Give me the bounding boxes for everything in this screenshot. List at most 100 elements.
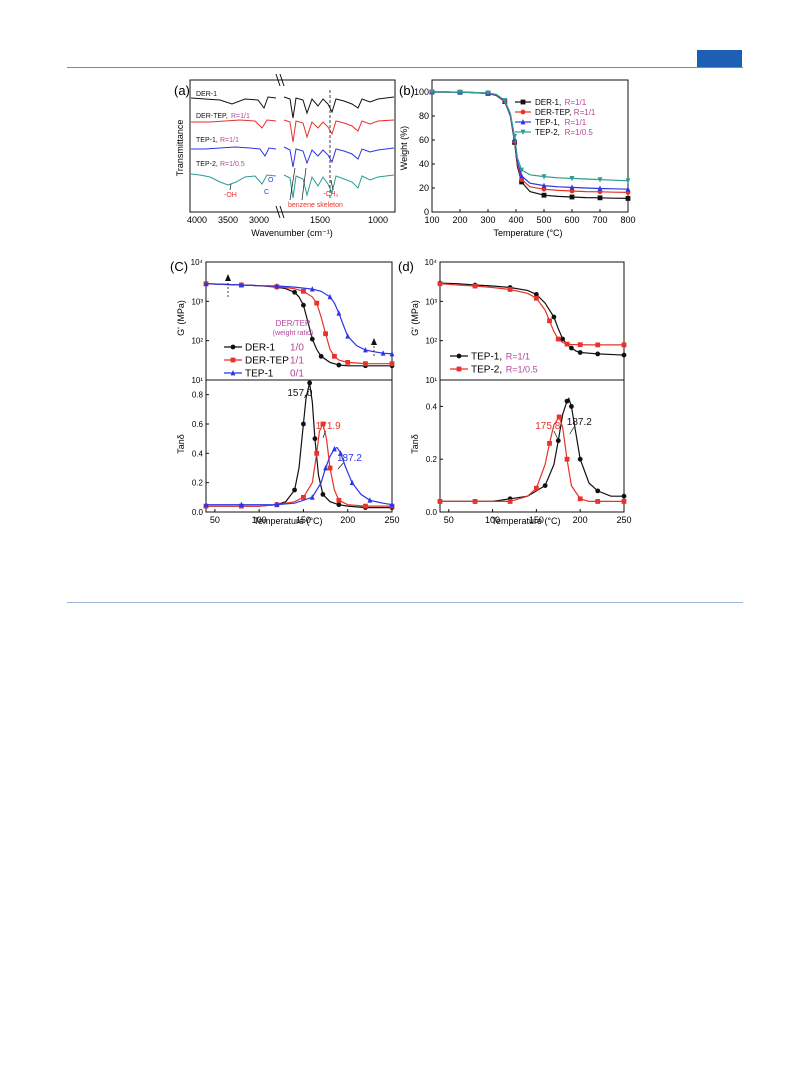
panel-b-chart: 100 200 300 400 500 600 700 800 0 20 40 60 80 100 DER-…: [414, 79, 636, 225]
data-point-tep-2: [507, 499, 513, 504]
panel-d-label: (d): [398, 259, 414, 274]
data-point-tep-1: [309, 286, 315, 292]
data-point-tep-2: [541, 174, 547, 180]
figure: (a) Transmittance 4000 3500 3000 1500 10…: [170, 73, 636, 526]
x-tick-label: 150: [296, 515, 311, 525]
y-tick-label: 10⁴: [191, 258, 204, 267]
legend-label: TEP-1: [245, 369, 274, 380]
data-point-tep-1: [621, 352, 627, 358]
x-tick-label: 50: [210, 515, 220, 525]
plot-frame: [205, 261, 393, 513]
panel-b-xlabel: Temperature (°C): [493, 228, 562, 238]
legend-label: TEP-1,: [471, 352, 502, 363]
data-point-der-tep: [314, 450, 320, 456]
data-point-der-tep: [345, 360, 351, 365]
y-tick-label: 40: [419, 159, 429, 169]
data-point-der-1: [292, 289, 297, 295]
data-point-tep-2: [485, 90, 491, 96]
data-point-tep-2: [519, 167, 524, 173]
data-point-tep-1: [389, 501, 395, 508]
data-point-tep-1: [555, 438, 561, 444]
data-point-der-tep: [301, 494, 306, 500]
data-point-tep-2: [547, 318, 552, 324]
panel-c-label: (C): [170, 259, 188, 274]
peak-label: 157.0: [287, 388, 312, 399]
y-tick-label: 0.0: [192, 508, 204, 517]
legend-ratio: R=1/1: [574, 108, 596, 117]
data-point-tep-2: [533, 485, 539, 491]
y-tick-label: 0.8: [192, 391, 204, 400]
annotation-benzene: benzene skeleton: [288, 202, 343, 209]
ftir-trace-der-tep: [191, 119, 395, 143]
data-point-tep-1: [621, 493, 627, 499]
plot-frame: [431, 79, 629, 213]
x-tick-label: 300: [480, 215, 495, 225]
panel-d-xlabel: Temperature (°C): [491, 516, 560, 526]
legend-subtitle: (weight ratio): [273, 330, 313, 337]
data-point-tep-1: [336, 310, 342, 316]
data-point-der-1: [336, 502, 342, 508]
data-point-tep-2: [595, 342, 601, 348]
legend-marker: [456, 366, 462, 372]
svg-text:C: C: [264, 189, 269, 196]
x-tick-label: 500: [536, 215, 551, 225]
annotation-arrows: [229, 167, 334, 201]
data-point-tep-1: [577, 456, 583, 462]
header-tab: [697, 50, 742, 67]
x-tick-label: 100: [485, 515, 500, 525]
y-tick-label: 10²: [191, 337, 203, 346]
peak-leader: [337, 462, 344, 470]
data-point-tep-2: [621, 342, 627, 348]
y-tick-label: 10¹: [191, 376, 203, 385]
peak-label: 175.8: [535, 421, 560, 432]
legend-marker: [456, 353, 462, 359]
data-point-tep-1: [309, 494, 315, 500]
legend-label: DER-1,: [535, 98, 561, 107]
x-tick-label: 250: [384, 515, 399, 525]
data-point-der-1: [292, 487, 297, 493]
data-point-tep-1: [569, 404, 574, 409]
data-point-der-1: [569, 194, 575, 200]
peak-leader: [322, 430, 326, 439]
data-point-der-tep: [323, 331, 328, 337]
x-tick-label: 100: [424, 215, 439, 225]
data-point-tep-1: [380, 350, 386, 356]
data-point-tep-2: [429, 89, 435, 95]
annotation-oh: -OH: [224, 192, 237, 199]
ftir-trace-tep-1: [191, 146, 395, 168]
data-point-tep-1: [597, 185, 603, 191]
plot-frame: [439, 261, 625, 513]
peak-leader: [569, 426, 575, 435]
data-point-der-tep: [327, 465, 333, 471]
data-point-der-1: [301, 421, 306, 427]
x-tick-label: 600: [564, 215, 579, 225]
x-tick-label: 700: [592, 215, 607, 225]
series-line-der-1: [206, 382, 392, 509]
data-point-tep-2: [595, 499, 601, 504]
series-line-tep-2: [440, 415, 624, 502]
data-point-tep-1: [625, 186, 631, 192]
legend-label: DER-TEP: [245, 356, 289, 367]
data-point-der-1: [541, 192, 547, 198]
legend-title: DER/TEP: [276, 319, 311, 328]
legend-marker: [230, 370, 236, 376]
panel-c-ylabel-tan: Tanδ: [176, 434, 186, 454]
panel-c-chart: 10¹ 10² 10³ 10⁴ 0.0 0.2 0.4 0.6 0.8 50 100 150 200 25…: [191, 258, 400, 525]
trace-ratio-der-tep: R=1/1: [231, 113, 250, 120]
y-tick-label: 0.0: [426, 508, 438, 517]
legend-ratio: 1/1: [290, 356, 304, 367]
legend-marker: [520, 119, 526, 125]
annotation-carbonyl: O C: [264, 177, 274, 196]
legend-ratio: R=1/0.5: [565, 128, 594, 137]
axis-break: [275, 73, 285, 219]
peak-leader: [304, 390, 310, 399]
panel-b: (b) 100 200 300 400 500 600 700 800020406080100…: [399, 79, 636, 238]
data-point-tep-2: [533, 295, 539, 301]
header-rule: [67, 67, 743, 68]
legend-marker: [230, 357, 236, 363]
panel-a-ylabel: Transmittance: [175, 120, 185, 177]
data-point-der-tep: [336, 497, 342, 503]
panel-d-ylabel-tan: Tanδ: [410, 434, 420, 454]
y-tick-label: 10³: [191, 297, 203, 306]
ftir-trace-der-1: [190, 96, 395, 119]
